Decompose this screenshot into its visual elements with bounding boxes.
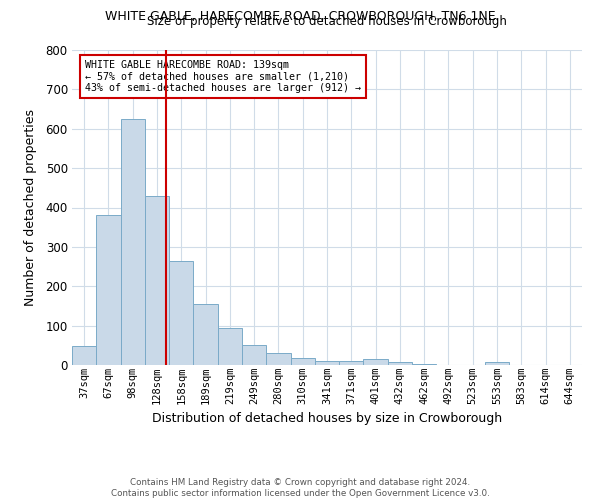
Bar [412, 364, 436, 365]
X-axis label: Distribution of detached houses by size in Crowborough: Distribution of detached houses by size … [152, 412, 502, 425]
Bar [266, 353, 290, 365]
Bar [364, 359, 388, 365]
Bar [485, 362, 509, 365]
Y-axis label: Number of detached properties: Number of detached properties [24, 109, 37, 306]
Bar [339, 361, 364, 365]
Bar [193, 304, 218, 365]
Text: WHITE GABLE HARECOMBE ROAD: 139sqm
← 57% of detached houses are smaller (1,210)
: WHITE GABLE HARECOMBE ROAD: 139sqm ← 57%… [85, 60, 361, 93]
Bar [121, 119, 145, 365]
Bar [218, 328, 242, 365]
Bar [242, 344, 266, 365]
Bar [290, 358, 315, 365]
Bar [96, 216, 121, 365]
Text: Contains HM Land Registry data © Crown copyright and database right 2024.
Contai: Contains HM Land Registry data © Crown c… [110, 478, 490, 498]
Bar [145, 196, 169, 365]
Bar [315, 361, 339, 365]
Title: Size of property relative to detached houses in Crowborough: Size of property relative to detached ho… [147, 15, 507, 28]
Text: WHITE GABLE, HARECOMBE ROAD, CROWBOROUGH, TN6 1NE: WHITE GABLE, HARECOMBE ROAD, CROWBOROUGH… [104, 10, 496, 23]
Bar [169, 260, 193, 365]
Bar [388, 362, 412, 365]
Bar [72, 346, 96, 365]
